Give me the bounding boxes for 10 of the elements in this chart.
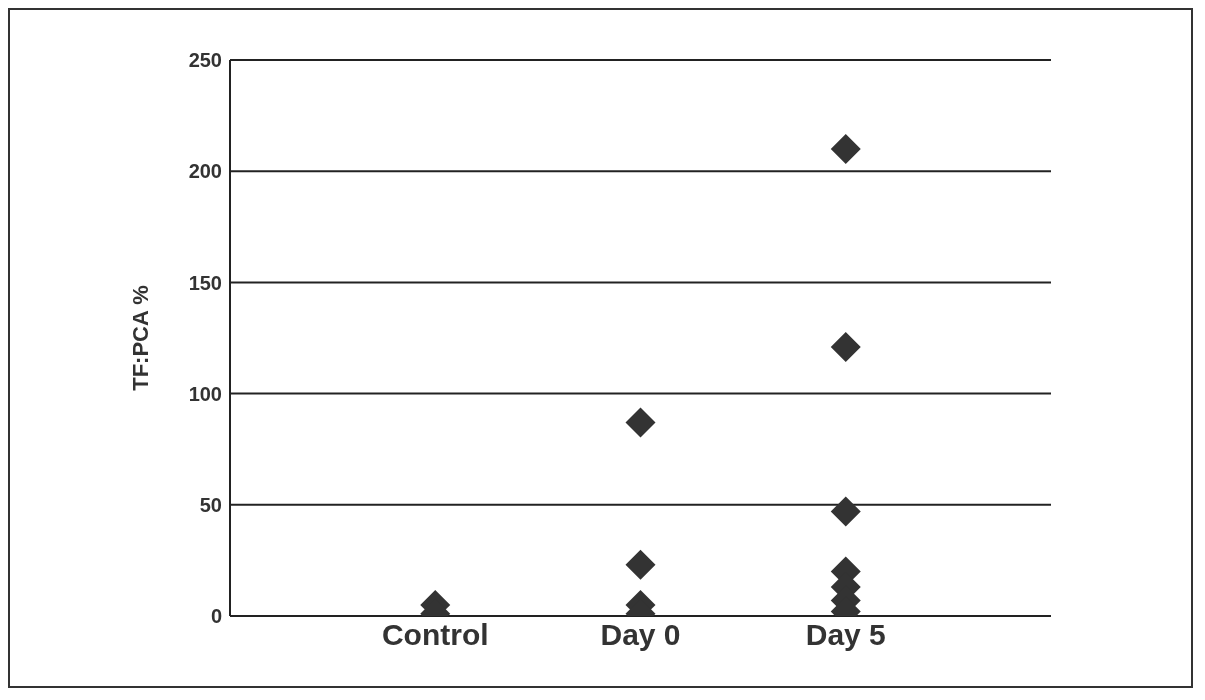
y-axis-title: TF:PCA % <box>127 285 153 391</box>
x-tick-label: Day 5 <box>805 618 886 652</box>
y-tick-label: 50 <box>199 493 222 516</box>
y-tick-label: 0 <box>210 605 222 628</box>
y-tick-label: 200 <box>188 160 222 183</box>
y-tick-label: 250 <box>188 49 222 72</box>
y-tick-label: 150 <box>188 271 222 294</box>
y-tick-label: 100 <box>188 382 222 405</box>
x-tick-label: Day 0 <box>600 618 681 652</box>
x-tick-label: Control <box>381 618 489 652</box>
